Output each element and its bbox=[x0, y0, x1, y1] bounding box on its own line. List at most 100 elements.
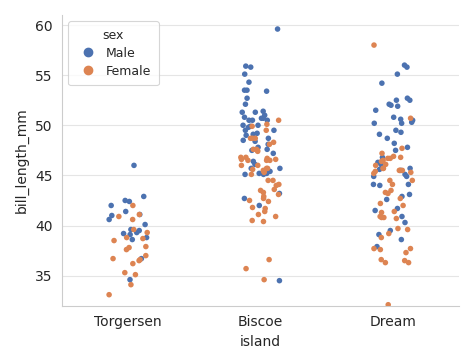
Point bbox=[242, 101, 249, 107]
Point bbox=[378, 210, 385, 215]
Point bbox=[265, 141, 273, 147]
Point bbox=[266, 169, 274, 174]
Point bbox=[392, 97, 400, 103]
Point bbox=[376, 131, 383, 137]
Point bbox=[245, 117, 253, 123]
Point bbox=[386, 155, 394, 161]
Point bbox=[408, 119, 416, 125]
Point bbox=[374, 159, 382, 165]
Point bbox=[376, 247, 384, 253]
Point bbox=[241, 87, 248, 93]
Point bbox=[247, 135, 255, 141]
Point bbox=[125, 245, 133, 250]
Point bbox=[242, 127, 249, 133]
Point bbox=[249, 166, 256, 172]
Point bbox=[136, 228, 143, 233]
Point bbox=[136, 211, 144, 217]
X-axis label: island: island bbox=[240, 335, 281, 349]
Point bbox=[139, 236, 146, 241]
Point bbox=[274, 26, 282, 32]
Point bbox=[379, 158, 387, 163]
Point bbox=[246, 123, 254, 129]
Point bbox=[257, 187, 264, 193]
Point bbox=[269, 178, 277, 183]
Point bbox=[380, 215, 388, 221]
Point bbox=[391, 141, 398, 146]
Point bbox=[137, 257, 144, 262]
Point bbox=[406, 166, 414, 171]
Point bbox=[260, 194, 267, 199]
Point bbox=[403, 95, 411, 101]
Point bbox=[264, 178, 272, 183]
Point bbox=[255, 211, 262, 217]
Point bbox=[254, 149, 262, 154]
Point bbox=[238, 109, 246, 115]
Point bbox=[123, 235, 130, 241]
Point bbox=[275, 182, 283, 187]
Point bbox=[399, 202, 407, 208]
Point bbox=[247, 64, 255, 70]
Point bbox=[105, 217, 113, 222]
Point bbox=[127, 227, 135, 233]
Point bbox=[260, 169, 268, 174]
Point bbox=[397, 154, 404, 160]
Point bbox=[260, 219, 267, 225]
Point bbox=[237, 157, 245, 162]
Point bbox=[261, 112, 268, 118]
Point bbox=[393, 206, 401, 211]
Point bbox=[376, 201, 384, 206]
Point bbox=[377, 162, 385, 167]
Point bbox=[249, 117, 256, 123]
Point bbox=[397, 116, 404, 122]
Point bbox=[252, 109, 259, 115]
Point bbox=[245, 79, 253, 85]
Point bbox=[132, 272, 139, 278]
Point bbox=[387, 187, 395, 193]
Point bbox=[255, 170, 263, 176]
Point bbox=[382, 162, 390, 167]
Point bbox=[137, 256, 145, 261]
Point bbox=[407, 115, 414, 121]
Point bbox=[396, 195, 404, 201]
Point bbox=[402, 250, 410, 256]
Point bbox=[394, 103, 401, 109]
Point bbox=[264, 135, 272, 141]
Point bbox=[237, 154, 245, 160]
Legend: Male, Female: Male, Female bbox=[68, 21, 159, 85]
Point bbox=[249, 131, 257, 137]
Point bbox=[264, 146, 271, 152]
Point bbox=[127, 232, 134, 237]
Point bbox=[121, 270, 128, 276]
Point bbox=[249, 205, 256, 210]
Point bbox=[404, 145, 411, 150]
Point bbox=[375, 232, 383, 237]
Point bbox=[241, 195, 248, 201]
Point bbox=[370, 170, 378, 176]
Point bbox=[390, 154, 397, 159]
Point bbox=[237, 162, 245, 168]
Point bbox=[263, 88, 270, 94]
Point bbox=[254, 162, 262, 168]
Point bbox=[384, 302, 392, 308]
Point bbox=[401, 219, 409, 225]
Point bbox=[122, 209, 129, 214]
Point bbox=[406, 191, 413, 197]
Point bbox=[253, 146, 260, 152]
Point bbox=[264, 198, 272, 204]
Point bbox=[395, 167, 403, 173]
Point bbox=[144, 230, 151, 236]
Point bbox=[389, 182, 396, 187]
Point bbox=[272, 214, 280, 219]
Point bbox=[255, 202, 263, 208]
Point bbox=[248, 123, 256, 129]
Point bbox=[276, 278, 283, 284]
Point bbox=[242, 266, 250, 272]
Point bbox=[260, 195, 267, 201]
Point bbox=[376, 182, 383, 188]
Point bbox=[251, 138, 259, 144]
Point bbox=[260, 277, 268, 282]
Point bbox=[382, 260, 389, 265]
Point bbox=[259, 167, 267, 173]
Point bbox=[276, 190, 283, 196]
Point bbox=[379, 166, 387, 171]
